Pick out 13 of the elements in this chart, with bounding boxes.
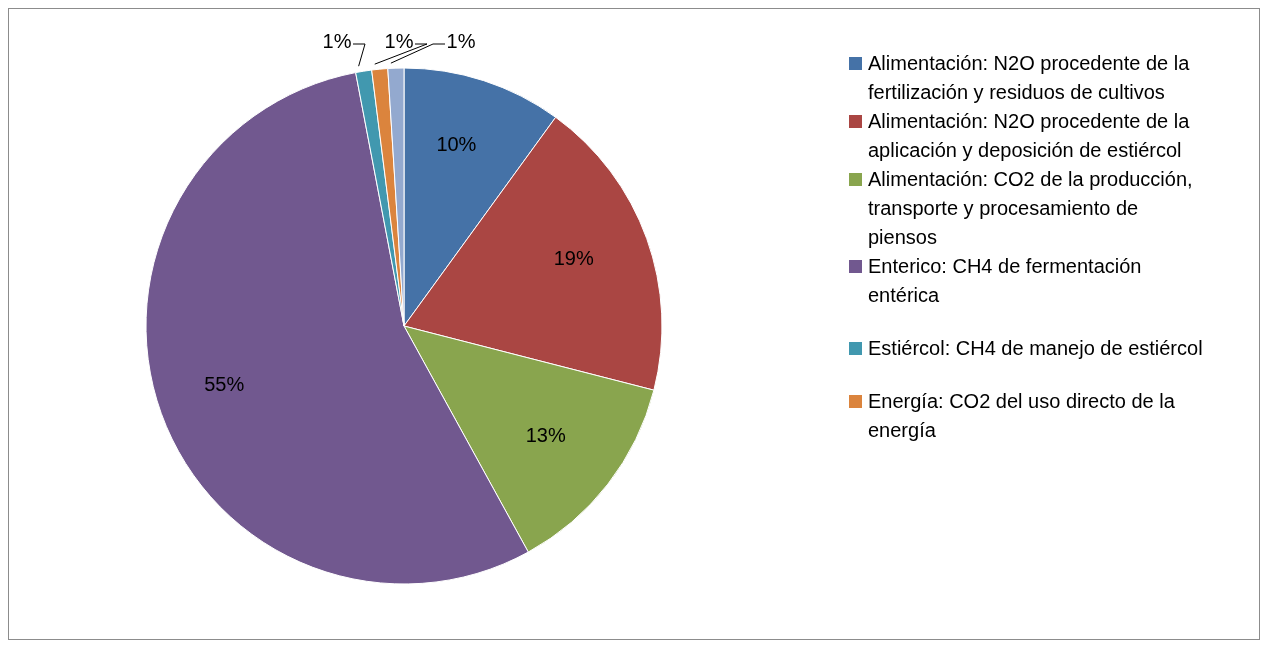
data-label: 55% <box>204 372 245 395</box>
legend-label: Enterico: CH4 de fermentación entérica <box>868 254 1143 308</box>
legend-label: Estiércol: CH4 de manejo de estiércol <box>868 336 1203 361</box>
legend-label: Alimentación: N2O procedente de la fertilización y residuos de cultivos <box>868 51 1191 105</box>
data-label: 10% <box>436 133 477 156</box>
data-label: 1% <box>384 30 414 52</box>
legend-label: Alimentación: CO2 de la producción, transporte y procesamiento de piensos <box>868 167 1194 250</box>
legend-label: Energía: CO2 del uso directo de la energía <box>868 389 1176 443</box>
data-label: 1% <box>446 30 476 52</box>
data-label: 19% <box>553 247 595 270</box>
data-label: 13% <box>525 423 567 446</box>
data-label: 1% <box>322 30 352 52</box>
legend-label: Alimentación: N2O procedente de la aplicación y deposición de estiércol <box>868 109 1191 163</box>
